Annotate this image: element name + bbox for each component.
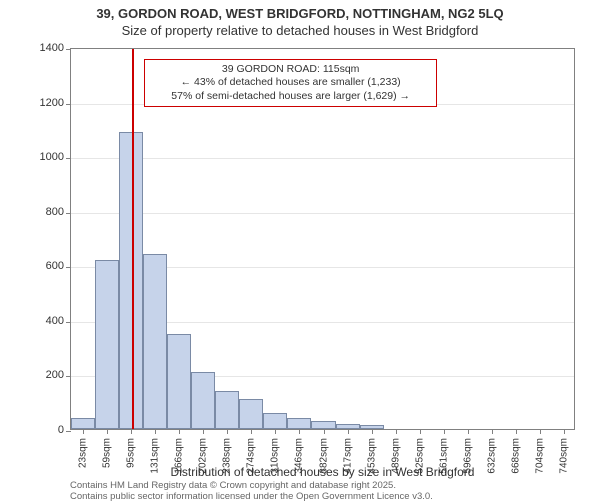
reference-line	[132, 49, 134, 429]
ytick-mark	[66, 376, 71, 377]
xtick-mark	[564, 429, 565, 434]
ytick-label: 1200	[14, 97, 64, 109]
histogram-bar	[119, 132, 143, 429]
xtick-mark	[348, 429, 349, 434]
xtick-mark	[251, 429, 252, 434]
histogram-bar	[191, 372, 215, 429]
xtick-mark	[227, 429, 228, 434]
xtick-mark	[372, 429, 373, 434]
histogram-bar	[167, 334, 191, 430]
xtick-mark	[516, 429, 517, 434]
x-axis-label: Distribution of detached houses by size …	[70, 465, 575, 479]
xtick-mark	[83, 429, 84, 434]
ytick-mark	[66, 213, 71, 214]
figure: 39, GORDON ROAD, WEST BRIDGFORD, NOTTING…	[0, 0, 600, 500]
ytick-mark	[66, 267, 71, 268]
annotation-line: 57% of semi-detached houses are larger (…	[151, 90, 430, 103]
xtick-mark	[468, 429, 469, 434]
annotation-line: 39 GORDON ROAD: 115sqm	[151, 63, 430, 76]
xtick-label: 59sqm	[102, 438, 113, 468]
xtick-label: 23sqm	[78, 438, 89, 468]
ytick-mark	[66, 104, 71, 105]
footer-attribution: Contains HM Land Registry data © Crown c…	[70, 480, 433, 503]
histogram-bar	[239, 399, 263, 429]
xtick-mark	[420, 429, 421, 434]
ytick-label: 800	[14, 206, 64, 218]
histogram-bar	[215, 391, 239, 429]
histogram-bar	[143, 254, 167, 429]
xtick-mark	[540, 429, 541, 434]
histogram-bar	[71, 418, 95, 429]
xtick-mark	[155, 429, 156, 434]
plot-wrap: 23sqm59sqm95sqm131sqm166sqm202sqm238sqm2…	[70, 48, 575, 430]
footer-line2: Contains public sector information licen…	[70, 491, 433, 502]
ytick-label: 200	[14, 369, 64, 381]
xtick-mark	[492, 429, 493, 434]
gridline-h	[71, 213, 574, 214]
xtick-mark	[299, 429, 300, 434]
ytick-mark	[66, 431, 71, 432]
xtick-mark	[179, 429, 180, 434]
ytick-label: 400	[14, 315, 64, 327]
xtick-mark	[203, 429, 204, 434]
xtick-mark	[324, 429, 325, 434]
ytick-label: 1400	[14, 42, 64, 54]
histogram-bar	[263, 413, 287, 429]
histogram-bar	[287, 418, 311, 429]
ytick-label: 600	[14, 260, 64, 272]
plot-area: 23sqm59sqm95sqm131sqm166sqm202sqm238sqm2…	[70, 48, 575, 430]
xtick-label: 95sqm	[126, 438, 137, 468]
xtick-mark	[131, 429, 132, 434]
ytick-mark	[66, 49, 71, 50]
ytick-label: 0	[14, 424, 64, 436]
xtick-mark	[444, 429, 445, 434]
ytick-mark	[66, 158, 71, 159]
xtick-mark	[275, 429, 276, 434]
gridline-h	[71, 158, 574, 159]
ytick-label: 1000	[14, 151, 64, 163]
annotation-box: 39 GORDON ROAD: 115sqm← 43% of detached …	[144, 59, 437, 106]
title-line1: 39, GORDON ROAD, WEST BRIDGFORD, NOTTING…	[0, 6, 600, 21]
footer-line1: Contains HM Land Registry data © Crown c…	[70, 480, 433, 491]
histogram-bar	[95, 260, 119, 429]
xtick-mark	[107, 429, 108, 434]
ytick-mark	[66, 322, 71, 323]
xtick-mark	[396, 429, 397, 434]
title-line2: Size of property relative to detached ho…	[0, 23, 600, 38]
annotation-line: ← 43% of detached houses are smaller (1,…	[151, 76, 430, 89]
histogram-bar	[311, 421, 335, 429]
title-block: 39, GORDON ROAD, WEST BRIDGFORD, NOTTING…	[0, 0, 600, 38]
